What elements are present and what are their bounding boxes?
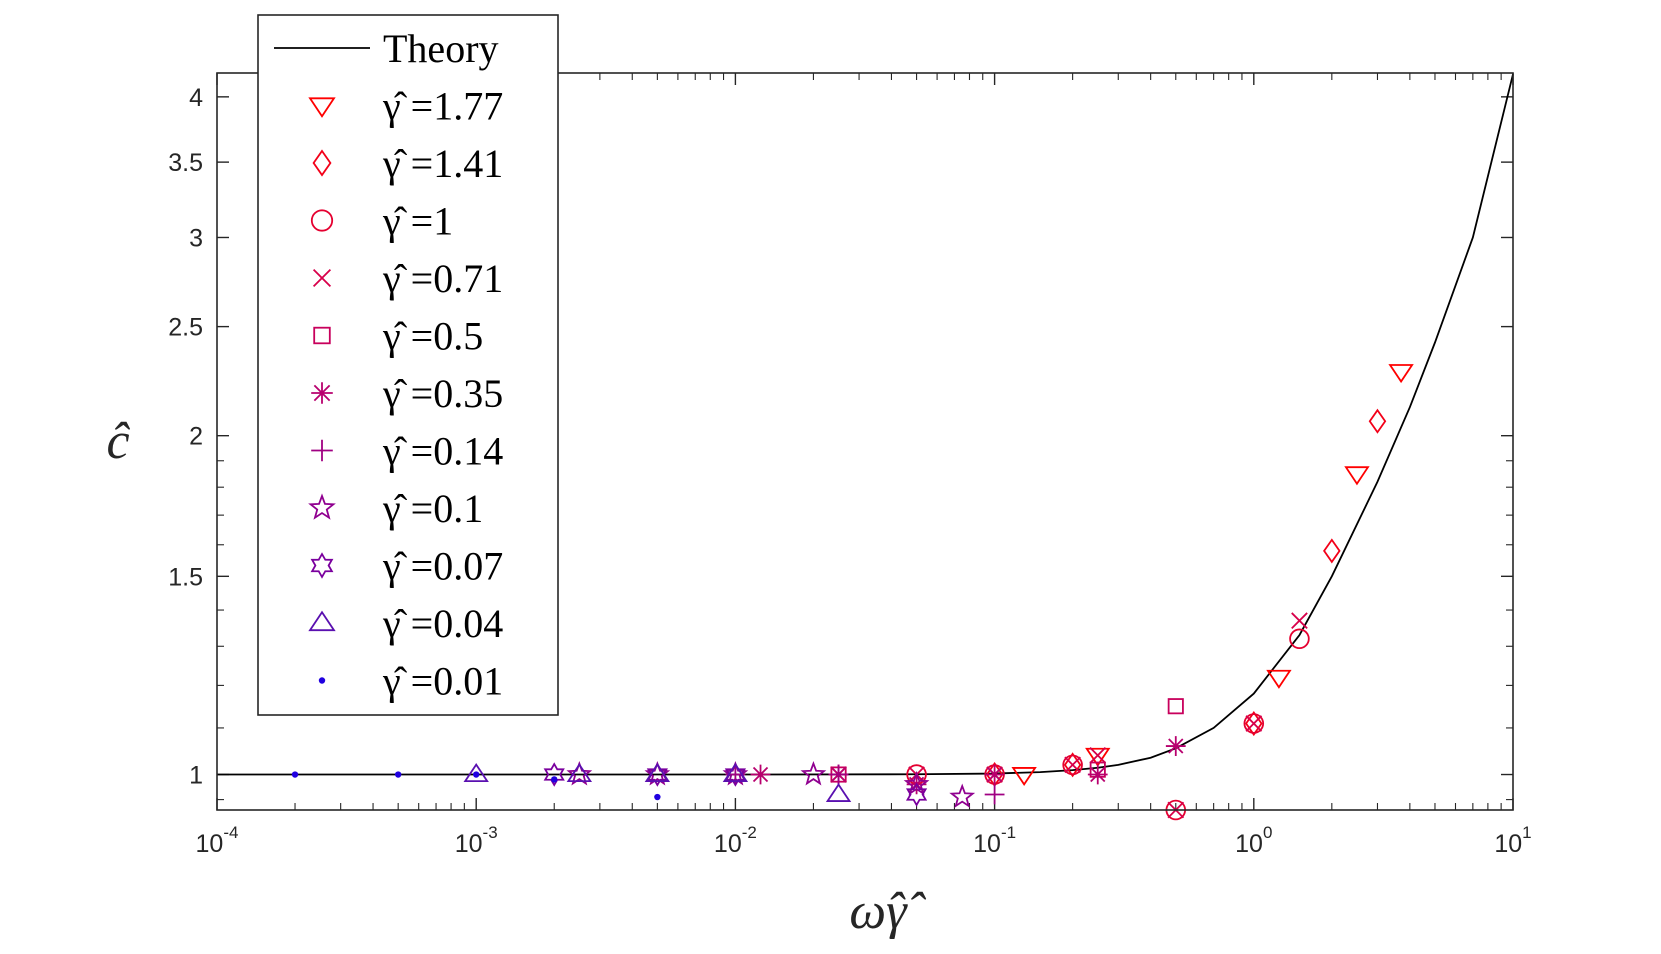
- x-tick-label: 10-1: [973, 823, 1016, 858]
- y-tick-label: 3.5: [168, 149, 203, 177]
- series-10: [291, 771, 661, 801]
- y-tick-label: 2: [189, 423, 203, 451]
- data-point: [654, 793, 661, 801]
- data-point: [1344, 466, 1370, 486]
- plot-frame: [216, 72, 1514, 811]
- legend-marker: [308, 97, 336, 118]
- data-point: [1064, 756, 1081, 774]
- data-point: [566, 760, 593, 786]
- legend-marker: [311, 382, 333, 404]
- data-point: [1167, 698, 1184, 715]
- y-tick-label: 2.5: [168, 314, 203, 342]
- data-point: [1243, 713, 1265, 734]
- legend-marker: [310, 552, 334, 579]
- data-point: [463, 763, 489, 783]
- data-point: [949, 783, 976, 809]
- x-tick-label: 10-4: [196, 823, 239, 858]
- data-point: [1062, 754, 1083, 776]
- legend-label: γ̂ =1.77: [382, 84, 503, 129]
- legend-box: [257, 14, 559, 716]
- legend-marker: [311, 439, 333, 462]
- y-tick-label: 1: [189, 762, 203, 790]
- data-point: [646, 762, 668, 787]
- axis-tick-labels: 10-4 10-3 10-2 10-1 100 101 1 1.5 2 2.5 3 3.5 4: [168, 84, 1531, 858]
- data-point: [1266, 669, 1292, 689]
- y-tick-label: 1.5: [168, 563, 203, 591]
- data-point: [1089, 747, 1107, 764]
- data-point: [984, 784, 1005, 805]
- data-point: [1368, 408, 1387, 434]
- y-tick-label: 3: [189, 224, 203, 252]
- series-0: [1011, 364, 1414, 787]
- legend-marker: [310, 209, 334, 232]
- data-point: [800, 760, 827, 786]
- legend-label: γ̂ =0.07: [382, 544, 503, 589]
- theory-curve-layer: [217, 73, 1514, 776]
- legend-label: γ̂ =0.04: [382, 601, 503, 646]
- data-point: [473, 771, 480, 778]
- data-markers: [291, 364, 1414, 821]
- data-point: [724, 762, 747, 787]
- y-tick-label: 4: [189, 84, 203, 112]
- legend-marker: [308, 610, 336, 632]
- data-point: [984, 764, 1005, 785]
- series-8: [543, 762, 928, 807]
- data-point: [566, 763, 593, 783]
- data-point: [644, 763, 671, 783]
- data-point: [291, 771, 299, 778]
- legend-marker: [312, 268, 332, 288]
- legend-marker: [308, 493, 336, 520]
- legend-label: γ̂ =0.1: [382, 486, 483, 531]
- data-point: [1388, 364, 1414, 384]
- legend-label: γ̂ =0.35: [382, 371, 503, 416]
- legend-label: γ̂ =0.71: [382, 256, 503, 301]
- data-point: [722, 763, 749, 783]
- y-axis-label: ĉ: [106, 413, 130, 470]
- data-point: [1165, 736, 1186, 756]
- legend-marker: [318, 677, 326, 684]
- legend-label: γ̂ =1.41: [382, 141, 503, 186]
- data-point: [825, 782, 852, 802]
- data-point: [1323, 538, 1341, 564]
- data-point: [750, 764, 771, 785]
- theory-curve: [217, 73, 1514, 776]
- data-point: [551, 776, 558, 783]
- legend-marker: [313, 326, 331, 345]
- data-point: [543, 762, 565, 787]
- legend: Theory γ̂ =1.77 γ̂ =1.41 γ̂ =1 γ̂ =0.71 γ̂ =0…: [257, 14, 559, 716]
- data-point: [1085, 747, 1111, 767]
- legend-label: γ̂ =1: [382, 199, 453, 244]
- data-point: [1291, 612, 1308, 629]
- data-point: [1011, 767, 1037, 787]
- data-point: [828, 764, 849, 785]
- data-point: [1087, 764, 1108, 785]
- data-point: [903, 770, 930, 796]
- data-point: [1245, 715, 1263, 732]
- x-tick-label: 101: [1494, 823, 1531, 858]
- legend-label: γ̂ =0.5: [382, 314, 483, 359]
- x-tick-label: 10-3: [455, 823, 498, 858]
- data-point: [1245, 710, 1263, 737]
- series-9: [463, 763, 852, 802]
- legend-marker: [312, 149, 332, 177]
- legend-label: γ̂ =0.01: [382, 659, 503, 704]
- legend-label: γ̂ =0.14: [382, 429, 503, 474]
- data-point: [1289, 628, 1310, 650]
- series-1: [985, 408, 1387, 788]
- x-tick-label: 10-2: [714, 823, 757, 858]
- x-tick-label: 100: [1235, 823, 1272, 858]
- legend-theory-label: Theory: [383, 26, 499, 71]
- data-point: [905, 782, 928, 807]
- data-point: [1063, 752, 1082, 778]
- data-point: [394, 771, 402, 778]
